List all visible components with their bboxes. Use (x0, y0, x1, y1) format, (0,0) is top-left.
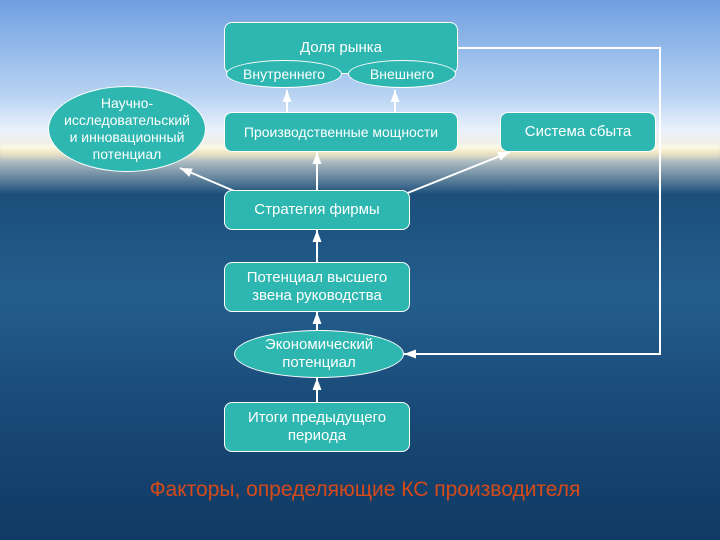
caption: Факторы, определяющие КС производителя (130, 478, 600, 502)
diagram-stage: Доля рынка Внутреннего Внешнего Научно-и… (0, 0, 720, 540)
node-top-mgmt: Потенциал высшегозвена руководства (224, 262, 410, 312)
node-capacity: Производственные мощности (224, 112, 458, 152)
label: Научно-исследовательскийи инновационныйп… (64, 95, 190, 162)
node-internal: Внутреннего (226, 60, 342, 88)
label: Внутреннего (243, 66, 325, 83)
node-prev-results: Итоги предыдущегопериода (224, 402, 410, 452)
label: Потенциал высшегозвена руководства (247, 269, 387, 305)
node-external: Внешнего (348, 60, 456, 88)
label: Внешнего (370, 66, 434, 83)
node-distribution: Система сбыта (500, 112, 656, 152)
label: Производственные мощности (244, 124, 438, 141)
node-rnd: Научно-исследовательскийи инновационныйп… (48, 86, 206, 172)
label: Доля рынка (300, 39, 382, 57)
node-strategy: Стратегия фирмы (224, 190, 410, 230)
label: Стратегия фирмы (254, 201, 379, 219)
label: Итоги предыдущегопериода (248, 409, 386, 445)
label: Экономическийпотенциал (265, 336, 373, 372)
node-econ-potential: Экономическийпотенциал (234, 330, 404, 378)
label: Система сбыта (525, 123, 632, 141)
caption-text: Факторы, определяющие КС производителя (150, 478, 581, 501)
